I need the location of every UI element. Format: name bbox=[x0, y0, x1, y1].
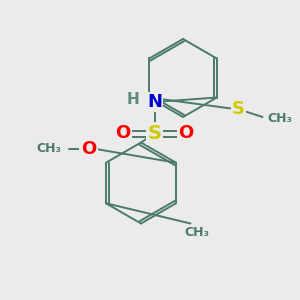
Text: CH₃: CH₃ bbox=[37, 142, 62, 155]
Text: S: S bbox=[148, 124, 161, 143]
Text: O: O bbox=[116, 124, 130, 142]
Text: O: O bbox=[178, 124, 194, 142]
Text: O: O bbox=[81, 140, 96, 158]
Text: H: H bbox=[127, 92, 140, 107]
Text: CH₃: CH₃ bbox=[184, 226, 209, 239]
Text: N: N bbox=[147, 93, 162, 111]
Text: S: S bbox=[232, 100, 245, 118]
Text: CH₃: CH₃ bbox=[267, 112, 292, 125]
